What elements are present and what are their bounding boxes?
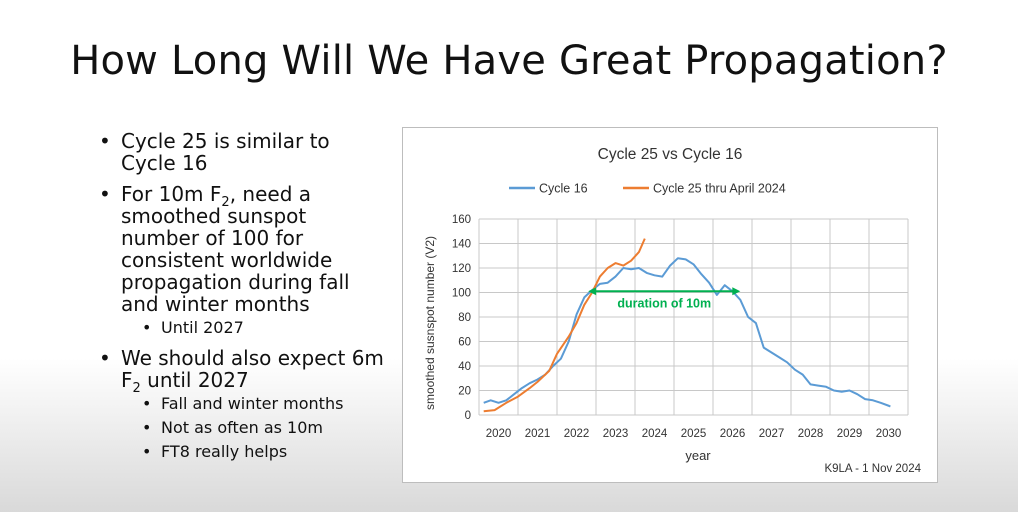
y-tick-label: 60	[458, 337, 471, 349]
chart-legend: Cycle 16 Cycle 25 thru April 2024	[509, 182, 786, 196]
x-tick-label: 2024	[642, 428, 668, 440]
bullet-text-suffix: , need a smoothed sunspot number of 100 …	[121, 182, 350, 316]
y-tick-label: 20	[458, 386, 471, 398]
x-tick-label: 2020	[486, 428, 512, 440]
sub-bullet-until-2027: Until 2027	[121, 318, 386, 338]
source-credit: K9LA - 1 Nov 2024	[824, 463, 921, 475]
bullet-6m-expectation: We should also expect 6m F2 until 2027 F…	[96, 347, 386, 462]
x-tick-label: 2029	[837, 428, 863, 440]
y-tick-label: 100	[452, 288, 471, 300]
legend-label-cycle-25: Cycle 25 thru April 2024	[653, 182, 786, 196]
series-line-cycle-16	[483, 257, 891, 408]
y-tick-label: 0	[465, 410, 471, 422]
bullet-text-suffix: until 2027	[140, 368, 249, 392]
subscript: 2	[221, 195, 230, 210]
bullet-text: Cycle 25 is similar to Cycle 16	[121, 129, 330, 175]
y-tick-label: 80	[458, 312, 471, 324]
bullet-text-prefix: For 10m F	[121, 182, 222, 206]
x-axis-label: year	[685, 448, 711, 463]
y-tick-label: 120	[452, 263, 471, 275]
duration-arrowhead-left	[588, 287, 597, 296]
x-axis-ticks: 2020 2021 2022 2023 2024 2025 2026 2027 2028 2029…	[486, 428, 902, 440]
y-tick-label: 160	[452, 214, 471, 226]
x-tick-label: 2023	[603, 428, 629, 440]
sub-bullet-text: Not as often as 10m	[161, 418, 323, 437]
chart-grid	[478, 218, 909, 416]
x-tick-label: 2028	[798, 428, 824, 440]
bullet-cycle-similarity: Cycle 25 is similar to Cycle 16	[96, 130, 386, 174]
bullet-10m-requirement: For 10m F2, need a smoothed sunspot numb…	[96, 183, 386, 338]
y-tick-label: 40	[458, 361, 471, 373]
duration-label: duration of 10m	[617, 296, 711, 310]
slide-title: How Long Will We Have Great Propagation?	[70, 38, 948, 84]
chart-series	[483, 238, 891, 413]
sub-bullet-text: Until 2027	[161, 318, 244, 337]
subscript: 2	[132, 381, 141, 396]
sub-bullet-ft8: FT8 really helps	[121, 442, 386, 462]
y-axis-ticks: 0 20 40 60 80 100 120 140 160	[452, 214, 471, 422]
x-tick-label: 2022	[564, 428, 590, 440]
bullet-text-prefix: We should also expect 6m F	[121, 346, 384, 392]
sub-bullet-text: FT8 really helps	[161, 442, 288, 461]
duration-annotation: duration of 10m	[588, 287, 741, 310]
bullet-list: Cycle 25 is similar to Cycle 16 For 10m …	[96, 130, 386, 471]
sub-bullet-not-as-often: Not as often as 10m	[121, 418, 386, 438]
y-axis-label: smoothed susnspot number (V2)	[423, 236, 437, 410]
y-tick-label: 140	[452, 239, 471, 251]
sub-bullet-text: Fall and winter months	[161, 394, 344, 413]
x-tick-label: 2021	[525, 428, 551, 440]
legend-label-cycle-16: Cycle 16	[539, 182, 588, 196]
chart-title: Cycle 25 vs Cycle 16	[598, 146, 743, 163]
x-tick-label: 2026	[720, 428, 746, 440]
x-tick-label: 2027	[759, 428, 785, 440]
chart-panel: Cycle 25 vs Cycle 16 Cycle 16 Cycle 25 t…	[402, 127, 938, 483]
sunspot-chart: Cycle 25 vs Cycle 16 Cycle 16 Cycle 25 t…	[423, 146, 922, 475]
x-tick-label: 2025	[681, 428, 707, 440]
series-line-cycle-25	[483, 238, 646, 413]
x-tick-label: 2030	[876, 428, 902, 440]
duration-arrowhead-right	[732, 287, 741, 296]
sub-bullet-fall-winter: Fall and winter months	[121, 394, 386, 414]
